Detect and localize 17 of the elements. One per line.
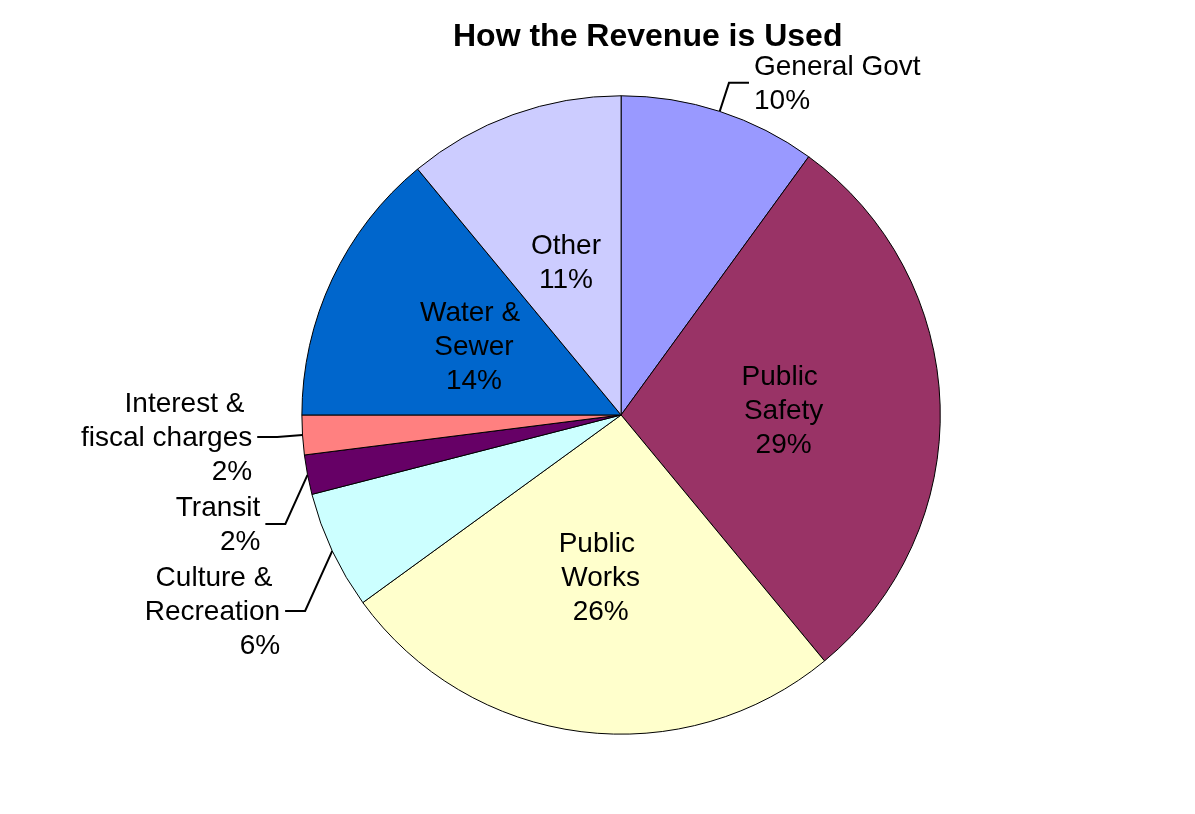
slice-label: Culture & Recreation bbox=[144, 561, 281, 627]
slice-label: Water & Sewer bbox=[420, 296, 528, 362]
data-label: 29% bbox=[755, 428, 812, 460]
slice-label: Public Works bbox=[558, 526, 643, 592]
data-label: 2% bbox=[219, 525, 261, 557]
data-label: 14% bbox=[445, 364, 502, 396]
chart-title: How the Revenue is Used bbox=[453, 17, 843, 53]
data-label: 2% bbox=[211, 455, 253, 487]
data-label: 10% bbox=[753, 84, 811, 116]
slice-label: General Govt bbox=[753, 50, 921, 82]
slice-label: Transit bbox=[175, 491, 261, 523]
slice-label: Interest & fiscal charges bbox=[81, 387, 253, 453]
data-label: 26% bbox=[572, 594, 629, 626]
data-label: 11% bbox=[539, 263, 593, 295]
data-label: 6% bbox=[239, 629, 281, 661]
slice-label: Public Safety bbox=[741, 360, 826, 426]
slice-label: Other bbox=[530, 229, 602, 261]
